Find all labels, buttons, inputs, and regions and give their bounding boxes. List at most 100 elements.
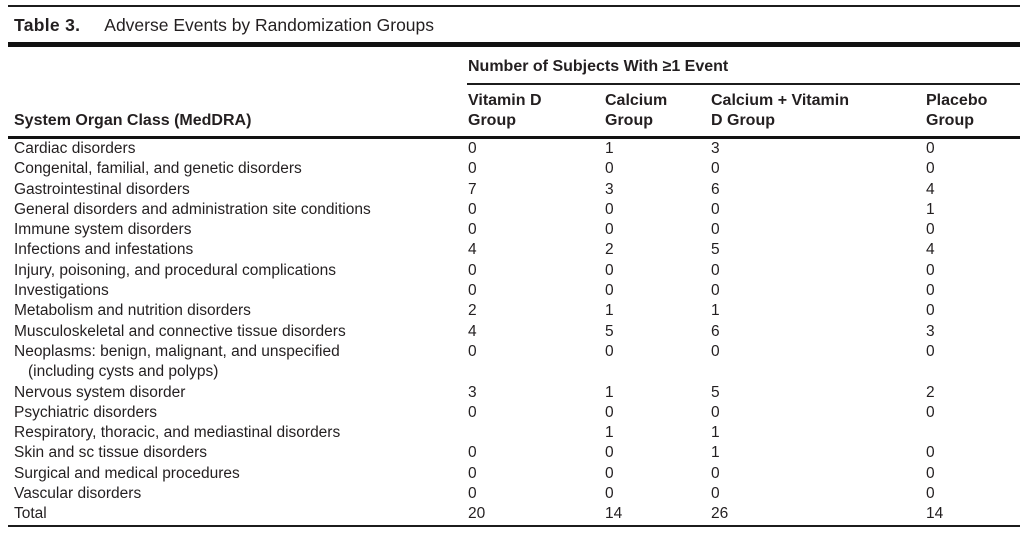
row-label: Immune system disorders xyxy=(14,221,192,239)
row-value: 0 xyxy=(468,485,477,503)
row-value: 0 xyxy=(468,140,477,157)
row-value: 0 xyxy=(605,403,614,421)
row-label: Injury, poisoning, and procedural compli… xyxy=(14,261,336,279)
row-label: General disorders and administration sit… xyxy=(14,200,371,218)
row-value: 0 xyxy=(926,444,935,462)
group-header-area: Number of Subjects With ≥1 Event Vitamin… xyxy=(467,47,1020,136)
row-value: 0 xyxy=(711,221,720,239)
row-value: 0 xyxy=(468,282,477,300)
row-value: 3 xyxy=(711,140,720,157)
row-header-label: System Organ Class (MedDRA) xyxy=(14,112,252,129)
span-header-rule xyxy=(467,83,1020,85)
table-row: Metabolism and nutrition disorders 2 1 1… xyxy=(8,301,1020,321)
row-label: Gastrointestinal disorders xyxy=(14,180,190,198)
column-header-calcium: Calcium Group xyxy=(604,91,710,131)
table-row: Injury, poisoning, and procedural compli… xyxy=(8,261,1020,281)
table-body: Cardiac disorders 0 1 3 0 Congenital, fa… xyxy=(8,139,1020,525)
span-header: Number of Subjects With ≥1 Event xyxy=(468,58,729,75)
row-label-cell: Neoplasms: benign, malignant, and unspec… xyxy=(8,342,467,383)
column-header-line: Group xyxy=(605,112,653,129)
row-value: 4 xyxy=(468,241,477,259)
table-row: Surgical and medical procedures 0 0 0 0 xyxy=(8,464,1020,484)
row-value: 1 xyxy=(605,424,614,442)
row-value: 14 xyxy=(605,505,623,523)
row-value: 0 xyxy=(926,282,935,300)
table-row: General disorders and administration sit… xyxy=(8,200,1020,220)
row-value: 0 xyxy=(605,200,614,218)
row-value: 0 xyxy=(468,160,477,178)
row-value: 1 xyxy=(711,302,720,320)
top-rule xyxy=(8,5,1020,7)
row-value: 1 xyxy=(711,444,720,462)
row-value: 0 xyxy=(711,342,720,360)
row-value: 6 xyxy=(711,180,720,198)
row-label-cell: Investigations xyxy=(8,281,467,301)
row-value: 0 xyxy=(605,464,614,482)
row-label: Congenital, familial, and genetic disord… xyxy=(14,160,302,178)
row-label: Surgical and medical procedures xyxy=(14,464,240,482)
row-value: 20 xyxy=(468,505,486,523)
table-row: Immune system disorders 0 0 0 0 xyxy=(8,220,1020,240)
row-label: Musculoskeletal and connective tissue di… xyxy=(14,322,346,340)
row-label-cell: Metabolism and nutrition disorders xyxy=(8,301,467,321)
row-value: 0 xyxy=(711,160,720,178)
row-label-cell: Surgical and medical procedures xyxy=(8,464,467,484)
row-value: 0 xyxy=(605,485,614,503)
row-label: Investigations xyxy=(14,282,109,300)
column-header-line: Group xyxy=(926,112,974,129)
table-row: Skin and sc tissue disorders 0 0 1 0 xyxy=(8,443,1020,463)
table-title: Adverse Events by Randomization Groups xyxy=(104,15,435,35)
row-label-cell: Musculoskeletal and connective tissue di… xyxy=(8,322,467,342)
row-label: Psychiatric disorders xyxy=(14,403,157,421)
column-header-line: Vitamin D xyxy=(468,92,542,109)
row-value: 3 xyxy=(605,180,614,198)
row-label: Cardiac disorders xyxy=(14,140,136,157)
table-row: Musculoskeletal and connective tissue di… xyxy=(8,322,1020,342)
row-value: 0 xyxy=(468,444,477,462)
row-label-cell: Cardiac disorders xyxy=(8,139,467,159)
row-label-cell: Total xyxy=(8,504,467,524)
row-value: 1 xyxy=(926,200,935,218)
column-header-line: Calcium xyxy=(605,92,668,109)
table-row: Congenital, familial, and genetic disord… xyxy=(8,159,1020,179)
row-value: 7 xyxy=(468,180,477,198)
row-label-cell: Gastrointestinal disorders xyxy=(8,180,467,200)
row-label: Neoplasms: benign, malignant, and unspec… xyxy=(14,342,340,360)
column-header-calcium-vitamin-d: Calcium + Vitamin D Group xyxy=(710,91,925,131)
row-value: 0 xyxy=(605,282,614,300)
row-value: 0 xyxy=(605,444,614,462)
table-number: Table 3. xyxy=(14,15,81,35)
row-label-cell: General disorders and administration sit… xyxy=(8,200,467,220)
row-value: 0 xyxy=(468,261,477,279)
row-value: 4 xyxy=(926,241,935,259)
row-value: 4 xyxy=(468,322,477,340)
row-value: 1 xyxy=(605,383,614,401)
row-label: Skin and sc tissue disorders xyxy=(14,444,207,462)
row-label-cell: Infections and infestations xyxy=(8,240,467,260)
row-label-cell: Immune system disorders xyxy=(8,220,467,240)
row-value: 0 xyxy=(605,221,614,239)
row-header-cell: System Organ Class (MedDRA) xyxy=(8,47,467,136)
table-row: Total 20 14 26 14 xyxy=(8,504,1020,524)
table-header: System Organ Class (MedDRA) Number of Su… xyxy=(8,47,1020,136)
column-header-line: D Group xyxy=(711,112,775,129)
row-value: 0 xyxy=(926,160,935,178)
row-label-cell: Respiratory, thoracic, and mediastinal d… xyxy=(8,423,467,443)
row-label-cell: Vascular disorders xyxy=(8,484,467,504)
row-value: 1 xyxy=(711,424,720,442)
row-value: 0 xyxy=(468,200,477,218)
row-value: 0 xyxy=(605,160,614,178)
table-row: Respiratory, thoracic, and mediastinal d… xyxy=(8,423,1020,443)
table-row: Nervous system disorder 3 1 5 2 xyxy=(8,383,1020,403)
row-value: 3 xyxy=(468,383,477,401)
column-header-vitamin-d: Vitamin D Group xyxy=(467,91,604,131)
row-value: 26 xyxy=(711,505,729,523)
row-value: 0 xyxy=(926,221,935,239)
row-value: 0 xyxy=(605,342,614,360)
row-value: 0 xyxy=(711,464,720,482)
row-value: 0 xyxy=(926,464,935,482)
row-label-cell: Congenital, familial, and genetic disord… xyxy=(8,159,467,179)
row-label-line2: (including cysts and polyps) xyxy=(28,363,219,381)
table-row: Investigations 0 0 0 0 xyxy=(8,281,1020,301)
